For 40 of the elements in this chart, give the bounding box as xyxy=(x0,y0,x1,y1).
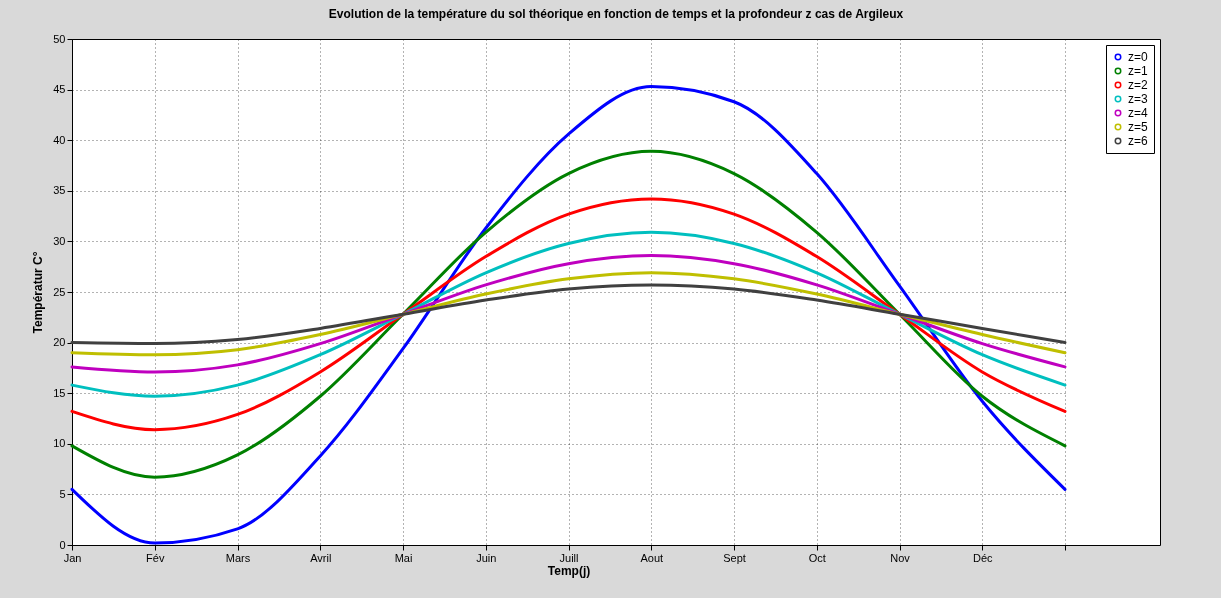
x-tick-label: Avril xyxy=(310,551,332,564)
x-tick-label: Sept xyxy=(723,551,746,564)
x-tick-label: Juill xyxy=(559,551,579,564)
x-tick-label: Nov xyxy=(890,551,911,564)
y-tick-label: 45 xyxy=(53,83,66,96)
legend-label: z=6 xyxy=(1128,134,1149,148)
y-tick-label: 25 xyxy=(53,285,66,298)
y-tick-label: 10 xyxy=(53,437,66,450)
y-tick-label: 15 xyxy=(53,386,66,399)
x-tick-label: Juin xyxy=(476,551,497,564)
line-series xyxy=(70,149,1067,479)
x-tick-label: Fév xyxy=(146,551,165,564)
legend-label: z=5 xyxy=(1128,120,1149,134)
line-series xyxy=(70,197,1067,432)
x-axis-title: Temp(j) xyxy=(547,563,591,578)
x-tick-label: Jan xyxy=(63,551,82,564)
y-tick-label: 5 xyxy=(59,487,66,500)
y-tick-label: 30 xyxy=(53,234,66,247)
x-tick-label: Déc xyxy=(972,551,994,564)
y-axis-title: Températur C° xyxy=(31,251,46,334)
line-series xyxy=(70,230,1067,398)
y-tick-label: 20 xyxy=(53,336,66,349)
x-tick-label: Mai xyxy=(394,551,413,564)
legend-label: z=0 xyxy=(1128,50,1149,64)
line-series xyxy=(70,85,1067,545)
legend-label: z=1 xyxy=(1128,64,1149,78)
x-tick-label: Oct xyxy=(808,551,826,564)
line-series xyxy=(70,271,1067,357)
chart-title: Evolution de la température du sol théorique en fonction de temps et la profondeur z cas de Argileux xyxy=(328,7,904,21)
y-tick-label: 50 xyxy=(53,32,66,45)
line-series xyxy=(70,283,1067,346)
legend-label: z=3 xyxy=(1128,92,1149,106)
legend-label: z=4 xyxy=(1128,106,1149,120)
line-series xyxy=(70,254,1067,374)
y-tick-label: 40 xyxy=(53,133,66,146)
x-tick-label: Aout xyxy=(640,551,664,564)
y-tick-label: 35 xyxy=(53,184,66,197)
y-tick-label: 0 xyxy=(59,538,66,551)
x-tick-label: Mars xyxy=(225,551,251,564)
legend-label: z=2 xyxy=(1128,78,1149,92)
